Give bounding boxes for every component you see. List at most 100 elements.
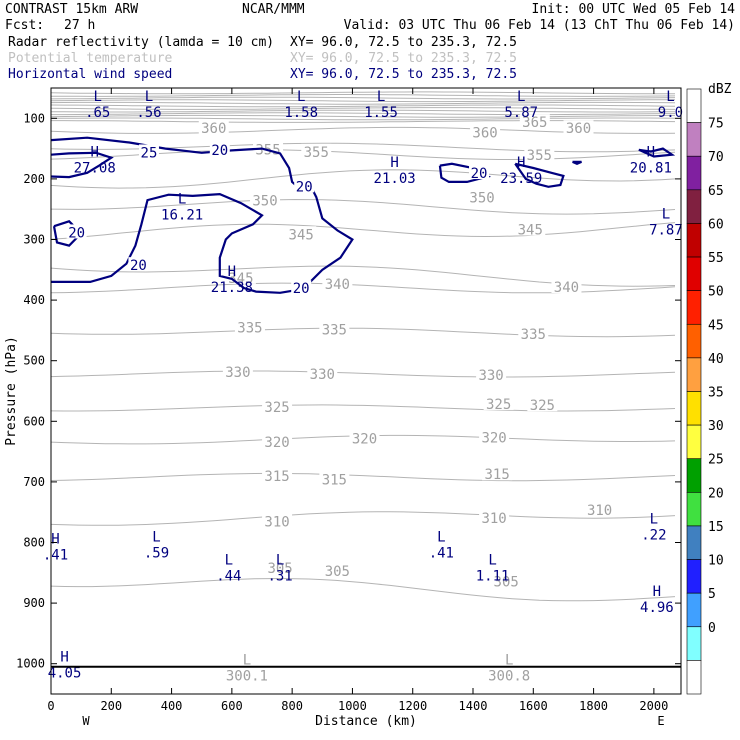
theta-label-bg <box>563 120 594 135</box>
colorbar-label: 65 <box>708 184 724 199</box>
theta-label: 325 <box>264 400 289 416</box>
wind-extremum-value: 1.11 <box>476 569 510 585</box>
theta-label: 335 <box>521 327 546 343</box>
theta-label-bg <box>524 146 555 161</box>
wind-extremum-marker: L <box>297 89 305 105</box>
y-tick-label: 600 <box>23 414 45 428</box>
theta-contour <box>50 91 675 95</box>
theta-label: 340 <box>554 280 579 296</box>
west-label: W <box>82 714 90 728</box>
wind-extremum-marker: L <box>377 89 385 105</box>
x-tick-label: 800 <box>281 699 303 713</box>
theta-label-bg <box>479 429 510 444</box>
theta-label-bg <box>262 434 293 449</box>
wind-extremum-marker: L <box>152 530 160 546</box>
theta-contour <box>50 107 676 110</box>
theta-label: 305 <box>325 564 350 580</box>
wind-label-bg <box>128 257 149 272</box>
theta-contour <box>50 198 676 215</box>
colorbar-label: 0 <box>708 621 716 636</box>
colorbar-swatch <box>686 155 702 191</box>
theta-label-bg <box>301 143 332 158</box>
y-tick-label: 300 <box>23 233 45 247</box>
colorbar-label: 10 <box>708 554 724 569</box>
theta-label: 360 <box>201 121 226 137</box>
wind-extremum-marker: H <box>228 264 236 280</box>
theta-label: 315 <box>264 469 289 485</box>
theta-label-bg <box>491 573 522 588</box>
wind-extremum-marker: L <box>145 89 153 105</box>
wind-extremum-marker: L <box>650 511 658 527</box>
colorbar-swatch <box>686 626 702 661</box>
theta-label-bg <box>319 321 350 336</box>
x-tick-label: 1400 <box>459 699 488 713</box>
colorbar-swatch <box>686 492 702 527</box>
y-tick-label: 200 <box>23 172 45 186</box>
wind-label-bg <box>209 142 230 157</box>
header: CONTRAST 15km ARW NCAR/MMM Init: 00 UTC … <box>5 2 735 82</box>
theta-label-bg <box>519 114 550 129</box>
org-label: NCAR/MMM <box>242 2 305 17</box>
colorbar-label: 5 <box>708 587 716 602</box>
colorbar-swatch <box>686 122 702 157</box>
theta-label: 310 <box>587 503 612 519</box>
theta-label-bg <box>265 560 296 575</box>
field-xy-wind: XY= 96.0, 72.5 to 235.3, 72.5 <box>290 67 517 82</box>
colorbar-label: 35 <box>708 386 724 401</box>
theta-label: 350 <box>469 190 494 206</box>
theta-label: 310 <box>264 515 289 531</box>
theta-label-bg <box>515 221 546 236</box>
x-tick-label: 1000 <box>338 699 367 713</box>
fcst-label: Fcst: <box>5 18 44 33</box>
wind-extremum-marker: L <box>94 89 102 105</box>
theta-label: 315 <box>484 467 509 483</box>
theta-label-bg <box>262 398 293 413</box>
theta-contour <box>50 104 676 108</box>
wind-extremum-marker: L <box>517 89 525 105</box>
colorbar-swatch <box>686 559 702 594</box>
wind-extremum-marker: L <box>437 530 445 546</box>
theta-label-bg <box>322 563 353 578</box>
theta-label-bg <box>349 430 380 445</box>
theta-extremum-value: 300.1 <box>226 669 268 685</box>
wind-extremum-marker: H <box>90 145 98 161</box>
theta-label-bg <box>222 363 253 378</box>
wind-label: 20 <box>293 281 310 297</box>
colorbar-swatch <box>686 458 702 493</box>
wind-extremum-marker: L <box>276 553 284 569</box>
theta-label: 355 <box>527 148 552 164</box>
theta-label: 320 <box>352 431 377 447</box>
wind-extremum-marker: H <box>517 155 525 171</box>
theta-contour <box>50 117 676 121</box>
theta-label: 340 <box>325 277 350 293</box>
y-tick-label: 400 <box>23 293 45 307</box>
theta-label-bg <box>250 192 281 207</box>
colorbar-label: 15 <box>708 520 724 535</box>
wind-extremum-marker: H <box>390 155 398 171</box>
theta-contour <box>50 169 676 189</box>
theta-label-bg <box>319 471 350 486</box>
theta-label: 315 <box>322 473 347 489</box>
theta-label: 320 <box>481 430 506 446</box>
wind-extremum-value: 4.96 <box>640 600 674 616</box>
wind-label-bg <box>469 165 490 180</box>
colorbar-label: 50 <box>708 285 724 300</box>
theta-label-bg <box>476 366 507 381</box>
wind-label-bg <box>294 178 315 193</box>
field-name-theta: Potential temperature <box>8 51 173 66</box>
wind-extremum-value: 21.38 <box>211 280 253 296</box>
theta-label: 330 <box>310 367 335 383</box>
wind-contour-labels: 25 20 20 20 20 20 20 <box>66 142 490 297</box>
fcst-value: 27 h <box>64 18 95 33</box>
init-time: Init: 00 UTC Wed 05 Feb 14 <box>532 2 736 17</box>
theta-extremum-marker: L <box>505 653 513 669</box>
theta-label-bg <box>483 395 514 410</box>
x-tick-label: 1200 <box>398 699 427 713</box>
theta-contour <box>50 370 676 378</box>
x-tick-label: 0 <box>47 699 54 713</box>
wind-extremum-marker: H <box>653 584 661 600</box>
model-title: CONTRAST 15km ARW <box>5 2 138 17</box>
